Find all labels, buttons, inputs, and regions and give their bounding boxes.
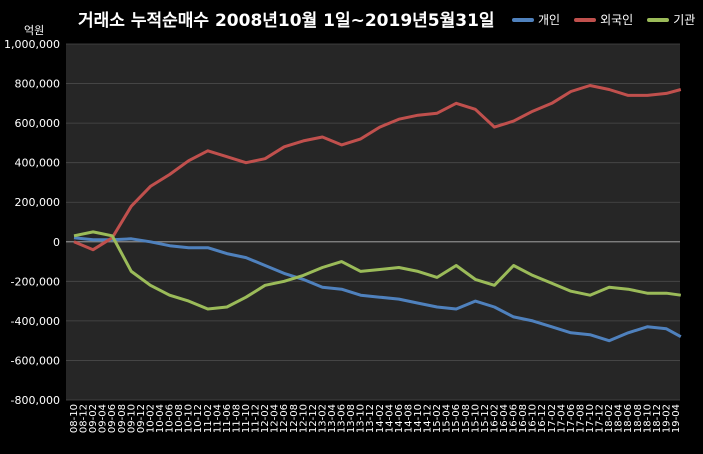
x-tick-label: 18-10 <box>642 404 653 433</box>
x-tick-label: 16-06 <box>509 404 520 433</box>
x-tick-label: 11-10 <box>241 404 252 433</box>
x-tick-label: 14-10 <box>413 404 424 433</box>
legend-swatch-individual <box>512 17 534 22</box>
y-tick-label: 200,000 <box>15 196 61 209</box>
x-tick-label: 08-10 <box>69 404 80 433</box>
legend-swatch-institution <box>647 17 670 22</box>
x-tick-label: 17-06 <box>566 404 577 433</box>
x-tick-label: 11-06 <box>222 404 233 433</box>
y-tick-label: 400,000 <box>15 157 61 170</box>
x-tick-label: 15-08 <box>461 404 472 433</box>
x-tick-label: 09-06 <box>107 404 118 433</box>
x-tick-label: 18-08 <box>633 404 644 433</box>
y-tick-label: 1,000,000 <box>4 38 60 51</box>
y-tick-label: -600,000 <box>11 354 60 367</box>
x-tick-label: 16-02 <box>489 404 500 433</box>
x-tick-label: 10-12 <box>193 404 204 433</box>
y-axis-ticks: 1,000,000 800,000 600,000 400,000 200,000 0 -2… <box>4 38 60 407</box>
x-tick-label: 18-12 <box>652 404 663 433</box>
x-tick-label: 10-08 <box>174 404 185 433</box>
x-tick-label: 14-08 <box>403 404 414 433</box>
x-tick-label: 13-08 <box>346 404 357 433</box>
y-unit-label: 억원 <box>24 24 45 37</box>
y-tick-label: 600,000 <box>15 117 61 130</box>
series-line-institution <box>73 230 682 311</box>
x-tick-label: 17-02 <box>547 404 558 433</box>
x-tick-label: 12-12 <box>308 404 319 433</box>
x-tick-label: 11-02 <box>203 404 214 433</box>
series-line-foreign <box>73 84 682 252</box>
x-tick-label: 08-12 <box>79 404 90 433</box>
x-tick-label: 13-06 <box>337 404 348 433</box>
x-tick-label: 17-04 <box>556 404 567 433</box>
legend-swatch-foreign <box>574 17 597 22</box>
legend-label-institution: 기관 <box>673 13 696 27</box>
x-tick-label: 09-04 <box>98 404 109 433</box>
x-tick-label: 10-06 <box>165 404 176 433</box>
y-tick-label: 0 <box>53 236 60 249</box>
x-tick-label: 15-10 <box>470 404 481 433</box>
legend-item-foreign: 외국인 <box>574 11 633 28</box>
x-tick-label: 16-08 <box>518 404 529 433</box>
legend-item-individual: 개인 <box>512 11 560 28</box>
x-tick-label: 15-06 <box>451 404 462 433</box>
legend-label-foreign: 외국인 <box>600 13 634 27</box>
grid-lines <box>66 43 680 401</box>
series-line-individual <box>73 236 682 343</box>
series-lines <box>73 84 682 343</box>
x-axis-ticks: 08-1008-1209-0209-0409-0609-0809-1009-12… <box>69 404 682 433</box>
x-tick-label: 10-10 <box>184 404 195 433</box>
x-tick-label: 18-02 <box>604 404 615 433</box>
x-tick-label: 12-04 <box>270 404 281 433</box>
legend: 개인 외국인 기관 <box>512 11 695 28</box>
x-tick-label: 13-02 <box>317 404 328 433</box>
x-tick-label: 14-02 <box>375 404 386 433</box>
y-tick-label: 800,000 <box>15 78 61 91</box>
legend-item-institution: 기관 <box>647 11 695 28</box>
x-tick-label: 12-02 <box>260 404 271 433</box>
y-tick-label: -200,000 <box>11 275 60 288</box>
x-tick-label: 11-12 <box>251 404 262 433</box>
x-tick-label: 19-02 <box>661 404 672 433</box>
x-tick-label: 17-12 <box>595 404 606 433</box>
x-tick-label: 16-10 <box>528 404 539 433</box>
x-tick-label: 12-10 <box>298 404 309 433</box>
x-tick-label: 16-04 <box>499 404 510 433</box>
x-tick-label: 09-12 <box>136 404 147 433</box>
plot-background <box>66 44 680 400</box>
x-tick-label: 10-02 <box>145 404 156 433</box>
x-tick-label: 12-06 <box>279 404 290 433</box>
x-tick-label: 14-06 <box>394 404 405 433</box>
x-tick-label: 15-02 <box>432 404 443 433</box>
x-tick-label: 09-02 <box>88 404 99 433</box>
x-tick-label: 11-04 <box>212 404 223 433</box>
y-tick-label: -800,000 <box>11 394 60 407</box>
x-tick-label: 09-08 <box>117 404 128 433</box>
x-tick-label: 13-12 <box>365 404 376 433</box>
x-tick-label: 12-08 <box>289 404 300 433</box>
x-tick-label: 15-04 <box>442 404 453 433</box>
x-tick-label: 10-04 <box>155 404 166 433</box>
chart-title: 거래소 누적순매수 2008년10월 1일~2019년5월31일 <box>78 11 495 31</box>
x-tick-label: 17-10 <box>585 404 596 433</box>
x-tick-label: 14-12 <box>423 404 434 433</box>
x-tick-label: 11-08 <box>231 404 242 433</box>
x-tick-label: 19-04 <box>671 404 682 433</box>
x-tick-label: 16-12 <box>537 404 548 433</box>
x-tick-label: 14-04 <box>384 404 395 433</box>
x-tick-label: 13-10 <box>356 404 367 433</box>
x-tick-label: 18-04 <box>614 404 625 433</box>
x-tick-label: 13-04 <box>327 404 338 433</box>
x-tick-label: 09-10 <box>126 404 137 433</box>
x-tick-label: 18-06 <box>623 404 634 433</box>
legend-label-individual: 개인 <box>538 13 561 27</box>
x-tick-label: 15-12 <box>480 404 491 433</box>
y-tick-label: -400,000 <box>11 315 60 328</box>
x-tick-label: 17-08 <box>575 404 586 433</box>
